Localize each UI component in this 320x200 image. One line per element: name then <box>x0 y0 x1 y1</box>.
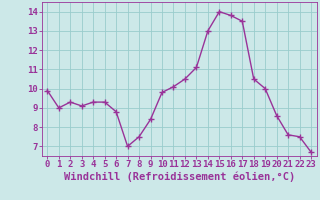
X-axis label: Windchill (Refroidissement éolien,°C): Windchill (Refroidissement éolien,°C) <box>64 172 295 182</box>
